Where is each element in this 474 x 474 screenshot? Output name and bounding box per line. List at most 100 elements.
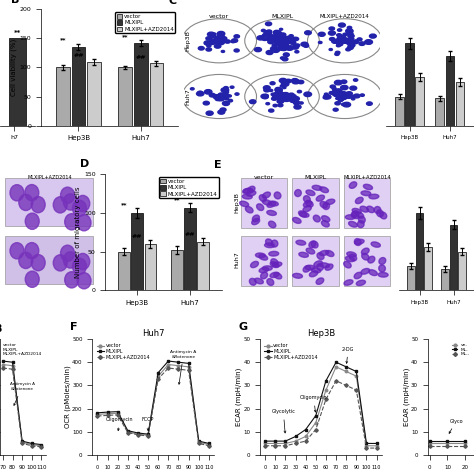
Ellipse shape bbox=[314, 261, 322, 267]
Circle shape bbox=[275, 91, 280, 94]
Ellipse shape bbox=[345, 215, 356, 219]
Circle shape bbox=[348, 34, 354, 38]
Text: vector: vector bbox=[209, 14, 229, 19]
Circle shape bbox=[218, 34, 224, 38]
Bar bbox=[56, 67, 70, 126]
Ellipse shape bbox=[369, 194, 379, 199]
Legend: vector, MLXIPL, MLXIPL+AZD2014: vector, MLXIPL, MLXIPL+AZD2014 bbox=[95, 341, 152, 362]
Circle shape bbox=[342, 39, 346, 41]
Circle shape bbox=[346, 39, 351, 42]
vector bbox=[29, 442, 35, 447]
Circle shape bbox=[216, 38, 219, 40]
Ellipse shape bbox=[326, 199, 335, 205]
Circle shape bbox=[272, 48, 280, 53]
MLXIPL+AZD2014 bbox=[374, 445, 379, 451]
Ellipse shape bbox=[262, 200, 272, 205]
Circle shape bbox=[350, 37, 354, 40]
Circle shape bbox=[319, 32, 325, 36]
Circle shape bbox=[219, 40, 224, 43]
Circle shape bbox=[266, 51, 273, 55]
Ellipse shape bbox=[240, 201, 249, 207]
Title: Huh7: Huh7 bbox=[142, 329, 164, 338]
MLXIPL bbox=[283, 438, 288, 444]
Y-axis label: Number of migratory cells: Number of migratory cells bbox=[75, 186, 81, 278]
Circle shape bbox=[304, 92, 311, 97]
Circle shape bbox=[303, 44, 309, 47]
vector bbox=[374, 443, 379, 448]
Ellipse shape bbox=[306, 248, 315, 254]
Circle shape bbox=[330, 85, 336, 88]
vector bbox=[95, 411, 100, 417]
Circle shape bbox=[219, 96, 223, 99]
mlxipl_azd bbox=[38, 444, 44, 450]
Circle shape bbox=[206, 48, 211, 51]
Circle shape bbox=[221, 36, 227, 40]
Circle shape bbox=[277, 97, 283, 100]
Ellipse shape bbox=[270, 272, 279, 278]
Ellipse shape bbox=[319, 250, 329, 255]
Circle shape bbox=[285, 79, 292, 83]
Text: MLXIPL+AZD2014: MLXIPL+AZD2014 bbox=[320, 14, 370, 19]
Circle shape bbox=[282, 94, 285, 96]
Circle shape bbox=[282, 94, 286, 97]
MLXIPL+AZD2014 bbox=[292, 441, 298, 447]
Circle shape bbox=[284, 96, 292, 101]
mlxipl bbox=[0, 358, 6, 364]
MLXIPL bbox=[115, 409, 120, 414]
Circle shape bbox=[276, 91, 283, 94]
Y-axis label: ECAR (mpH/min): ECAR (mpH/min) bbox=[236, 368, 242, 426]
Circle shape bbox=[270, 82, 275, 85]
Circle shape bbox=[343, 95, 347, 98]
Circle shape bbox=[280, 85, 283, 87]
MLXIPL bbox=[105, 409, 110, 415]
Circle shape bbox=[343, 41, 346, 43]
Circle shape bbox=[255, 47, 262, 52]
Circle shape bbox=[284, 40, 290, 43]
Bar bbox=[415, 77, 424, 126]
vector bbox=[462, 441, 468, 447]
Ellipse shape bbox=[379, 265, 385, 272]
Ellipse shape bbox=[255, 253, 265, 258]
Circle shape bbox=[354, 40, 359, 43]
Circle shape bbox=[216, 39, 222, 43]
Circle shape bbox=[282, 57, 288, 61]
vector bbox=[292, 438, 298, 444]
vector bbox=[333, 364, 339, 370]
Ellipse shape bbox=[352, 209, 361, 214]
Circle shape bbox=[329, 27, 335, 30]
Circle shape bbox=[210, 41, 215, 45]
MLXIPL+AZD2014 bbox=[364, 445, 369, 451]
Circle shape bbox=[365, 40, 373, 45]
Ellipse shape bbox=[264, 243, 274, 247]
Circle shape bbox=[338, 99, 342, 101]
Circle shape bbox=[346, 41, 353, 45]
Ellipse shape bbox=[377, 210, 383, 217]
Ellipse shape bbox=[299, 252, 309, 257]
Circle shape bbox=[64, 252, 77, 268]
Circle shape bbox=[53, 197, 67, 213]
Circle shape bbox=[221, 88, 229, 92]
Circle shape bbox=[319, 41, 322, 44]
Circle shape bbox=[337, 34, 341, 36]
Ellipse shape bbox=[247, 186, 255, 193]
Ellipse shape bbox=[348, 221, 357, 227]
Bar bbox=[436, 99, 444, 126]
Circle shape bbox=[291, 39, 296, 42]
Circle shape bbox=[217, 39, 221, 42]
Circle shape bbox=[264, 31, 272, 36]
Ellipse shape bbox=[243, 188, 253, 193]
Text: E: E bbox=[214, 160, 222, 171]
Circle shape bbox=[234, 49, 239, 52]
MLXIPL+AZD2014 bbox=[196, 441, 201, 447]
Ellipse shape bbox=[361, 268, 370, 274]
Ellipse shape bbox=[358, 216, 365, 223]
Circle shape bbox=[273, 95, 276, 98]
Text: Antimycin A
&Rotenone: Antimycin A &Rotenone bbox=[171, 350, 197, 384]
Circle shape bbox=[191, 88, 194, 90]
Circle shape bbox=[210, 39, 214, 41]
Line: MLXIPL+AZD2014: MLXIPL+AZD2014 bbox=[96, 367, 210, 447]
Ellipse shape bbox=[310, 271, 318, 277]
Text: B: B bbox=[0, 324, 2, 334]
Circle shape bbox=[346, 38, 352, 42]
Ellipse shape bbox=[321, 220, 329, 227]
